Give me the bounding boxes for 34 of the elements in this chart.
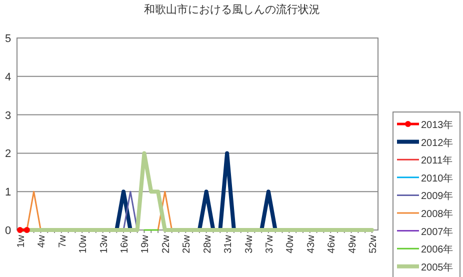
x-tick-label: 25w <box>182 234 193 254</box>
y-tick-label: 5 <box>4 33 12 45</box>
legend-label: 2009年 <box>421 190 454 202</box>
x-tick-label: 40w <box>285 234 296 254</box>
x-tick-label: 4w <box>36 234 48 248</box>
legend-label: 2006年 <box>421 244 454 256</box>
y-tick-label: 1 <box>4 186 12 199</box>
x-tick-label: 13w <box>98 234 110 254</box>
legend-label: 2012年 <box>421 136 454 149</box>
chart-title: 和歌山市における風しんの流行状況 <box>144 3 320 16</box>
legend-label: 2011年 <box>421 154 453 167</box>
legend-label: 2007年 <box>421 226 454 238</box>
y-tick-label: 3 <box>4 110 12 122</box>
y-tick-label: 2 <box>4 148 12 160</box>
x-tick-label: 1w <box>16 234 27 248</box>
legend-label: 2010年 <box>421 172 454 184</box>
x-tick-label: 43w <box>306 234 317 254</box>
x-tick-label: 28w <box>202 234 214 254</box>
y-tick-label: 0 <box>4 225 12 237</box>
legend-label: 2005年 <box>421 261 454 274</box>
x-tick-label: 7w <box>57 234 68 248</box>
x-tick-label: 10w <box>78 234 90 254</box>
x-tick-label: 31w <box>223 234 234 254</box>
x-tick-label: 46w <box>326 234 338 254</box>
x-tick-label: 19w <box>140 234 152 254</box>
x-tick-label: 37w <box>264 234 276 254</box>
x-tick-label: 22w <box>160 234 172 254</box>
x-tick-label: 49w <box>347 234 358 254</box>
legend-label: 2008年 <box>421 208 454 220</box>
legend-label: 2013年 <box>421 119 454 131</box>
x-tick-label: 52w <box>368 234 379 254</box>
x-tick-label: 16w <box>120 234 131 254</box>
x-tick-label: 34w <box>244 234 255 254</box>
y-tick-label: 4 <box>4 71 12 84</box>
